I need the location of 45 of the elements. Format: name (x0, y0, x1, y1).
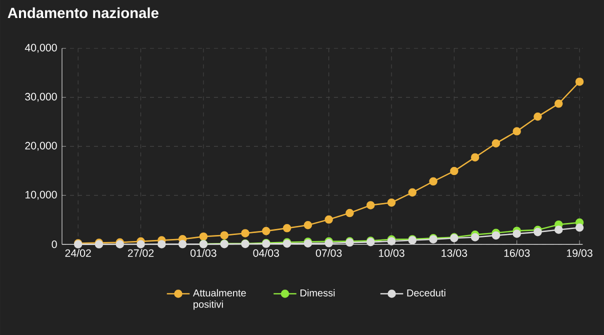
x-tick-label: 16/03 (504, 249, 530, 257)
point (304, 221, 312, 230)
point (241, 229, 250, 238)
point (262, 226, 270, 236)
point (178, 240, 187, 248)
point (492, 231, 500, 240)
point (408, 188, 417, 197)
x-tick-label: 04/03 (253, 249, 279, 257)
chart-title: Andamento nazionale (8, 7, 158, 18)
legend-label: Dimessi (300, 289, 335, 296)
point (492, 139, 500, 148)
point (470, 233, 480, 242)
point (554, 226, 563, 234)
point (366, 201, 375, 210)
point (575, 224, 584, 232)
point (387, 198, 396, 207)
x-tick-label: 27/02 (128, 249, 154, 257)
point (136, 240, 145, 248)
point (470, 153, 480, 162)
point (220, 231, 228, 240)
x-tick-label: 24/02 (65, 249, 91, 257)
point (534, 112, 542, 121)
point (429, 177, 438, 186)
x-tick-label: 19/03 (566, 249, 592, 257)
point (554, 100, 563, 108)
point (346, 208, 354, 218)
y-tick-label: 30,000 (25, 92, 57, 102)
point (199, 232, 208, 241)
x-tick-label: 10/03 (378, 249, 404, 257)
y-tick-label: 10,000 (25, 190, 57, 200)
legend-label: Attualmente positivi (192, 289, 246, 310)
point (158, 240, 166, 248)
point (512, 127, 521, 136)
point (575, 78, 584, 86)
point (282, 224, 292, 232)
point (450, 166, 458, 176)
x-tick-label: 13/03 (442, 249, 468, 257)
x-tick-label: 07/03 (316, 249, 342, 257)
y-tick-label: 40,000 (24, 44, 57, 53)
x-tick-label: 01/03 (190, 249, 216, 257)
y-tick-label: 20,000 (25, 142, 57, 151)
point (512, 230, 521, 238)
y-tick-label: 0 (52, 240, 57, 248)
legend-label: Deceduti (407, 289, 446, 296)
point (324, 215, 333, 224)
